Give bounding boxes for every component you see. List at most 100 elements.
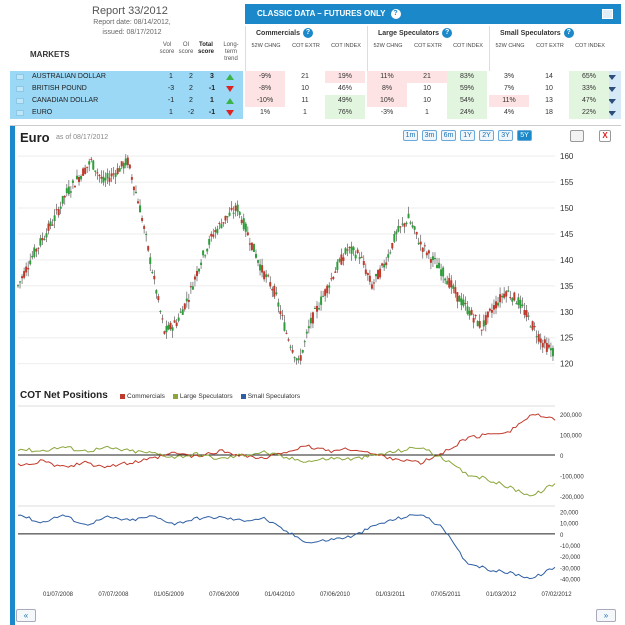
candle-body: [37, 247, 40, 249]
candle-body: [181, 309, 184, 315]
total-score: -1: [208, 109, 216, 116]
market-row[interactable]: BRITISH POUND -3 2 -1 -8% 10 46% 8% 10 59% 7% 1…: [10, 83, 621, 95]
range-button-3y[interactable]: 3Y: [498, 130, 513, 141]
candle-body: [35, 248, 38, 252]
candle-body: [458, 295, 461, 302]
help-icon[interactable]: ?: [563, 28, 574, 38]
market-row[interactable]: EURO 1 -2 -1 1% 1 76% -3% 1 24% 4% 18 22%: [10, 107, 621, 119]
market-name[interactable]: AUSTRALIAN DOLLAR: [32, 73, 106, 80]
scroll-left-button[interactable]: «: [16, 609, 36, 622]
row-checkbox-icon[interactable]: [16, 110, 24, 116]
candle-body: [98, 174, 101, 177]
candle-body: [248, 243, 251, 245]
range-button-3m[interactable]: 3m: [422, 130, 437, 141]
report-date: Report date: 08/14/2012,: [93, 19, 171, 26]
candle-body: [200, 262, 203, 265]
col-header: COT EXTR: [536, 43, 564, 49]
row-checkbox-icon[interactable]: [16, 98, 24, 104]
range-button-1y[interactable]: 1Y: [460, 130, 475, 141]
price-chart: 120 125 130 135 140 145 150 155 160: [17, 152, 574, 369]
candle-body: [94, 170, 97, 172]
candle-body: [332, 276, 335, 279]
candle-body: [175, 322, 178, 327]
candle-body: [313, 307, 316, 309]
total-score: 3: [210, 73, 214, 80]
candle-body: [328, 285, 331, 288]
candle-body: [311, 312, 314, 324]
market-name[interactable]: CANADIAN DOLLAR: [32, 97, 99, 104]
report-dates: Report date: 08/14/2012, issued: 08/17/2…: [82, 18, 182, 38]
help-icon[interactable]: ?: [390, 8, 401, 19]
candle-body: [157, 296, 160, 301]
candle-body: [436, 264, 439, 269]
candle-body: [545, 342, 548, 352]
help-icon[interactable]: ?: [302, 28, 313, 38]
market-row[interactable]: AUSTRALIAN DOLLAR 1 2 3 -9% 21 19% 11% 21 83%…: [10, 71, 621, 83]
row-checkbox-icon[interactable]: [16, 74, 24, 80]
candle-body: [114, 173, 117, 177]
candle-body: [509, 297, 512, 299]
candle-body: [183, 303, 186, 310]
cot-cell: 10: [407, 83, 447, 95]
close-button[interactable]: X: [599, 130, 611, 142]
candle-body: [128, 164, 131, 169]
candle-body: [490, 309, 493, 313]
oi-score-header: OI score: [178, 42, 194, 55]
candle-body: [82, 168, 85, 176]
candle-body: [257, 260, 260, 263]
markets-table: AUSTRALIAN DOLLAR 1 2 3 -9% 21 19% 11% 21 83%…: [10, 71, 621, 119]
candle-body: [440, 269, 443, 276]
range-button-5y[interactable]: 5Y: [517, 130, 532, 141]
cot-cell: 13: [529, 95, 569, 107]
candle-body: [360, 256, 363, 258]
range-button-2y[interactable]: 2Y: [479, 130, 494, 141]
candle-body: [254, 253, 257, 258]
candle-body: [21, 276, 24, 279]
help-icon[interactable]: ?: [442, 28, 453, 38]
candle-body: [277, 302, 280, 307]
row-checkbox-icon[interactable]: [16, 86, 24, 92]
candle-body: [291, 349, 294, 353]
candle-body: [551, 348, 554, 357]
candle-body: [171, 327, 174, 331]
candle-body: [80, 175, 83, 180]
candle-body: [521, 304, 524, 306]
col-header: COT INDEX: [331, 43, 361, 49]
y-tick-label: 145: [560, 230, 574, 239]
cot-cell: 10: [407, 95, 447, 107]
market-row[interactable]: CANADIAN DOLLAR -1 2 1 -10% 11 49% 10% 10 54%…: [10, 95, 621, 107]
candle-body: [442, 267, 445, 277]
candle-body: [452, 285, 455, 289]
print-icon[interactable]: [602, 9, 613, 19]
range-button-6m[interactable]: 6m: [441, 130, 456, 141]
y-tick-label: 0: [560, 454, 564, 460]
x-tick-label: 01/05/2009: [154, 592, 185, 598]
candle-body: [279, 311, 282, 315]
candle-body: [533, 325, 536, 328]
market-row-bg: [10, 107, 243, 119]
candle-body: [39, 238, 42, 246]
cot-cell: 7%: [489, 83, 529, 95]
candle-body: [448, 277, 451, 288]
candle-body: [381, 263, 384, 266]
cot-cell: 49%: [325, 95, 365, 107]
candle-body: [23, 271, 26, 278]
candle-body: [17, 285, 19, 287]
y-tick-label: -10,000: [560, 544, 581, 550]
printer-icon[interactable]: [570, 130, 584, 142]
market-name[interactable]: EURO: [32, 109, 53, 116]
oi-score: 2: [189, 73, 193, 80]
market-name[interactable]: BRITISH POUND: [32, 85, 87, 92]
candle-body: [143, 226, 146, 229]
candle-body: [450, 280, 453, 288]
candle-body: [173, 320, 176, 323]
candle-body: [433, 258, 436, 260]
candle-body: [309, 317, 312, 324]
range-button-1m[interactable]: 1m: [403, 130, 418, 141]
scroll-right-button[interactable]: »: [596, 609, 616, 622]
candle-body: [537, 334, 540, 342]
candle-body: [478, 321, 481, 328]
candle-body: [480, 329, 483, 331]
candle-body: [206, 248, 209, 252]
trend-header: Long-term trend: [223, 42, 239, 62]
